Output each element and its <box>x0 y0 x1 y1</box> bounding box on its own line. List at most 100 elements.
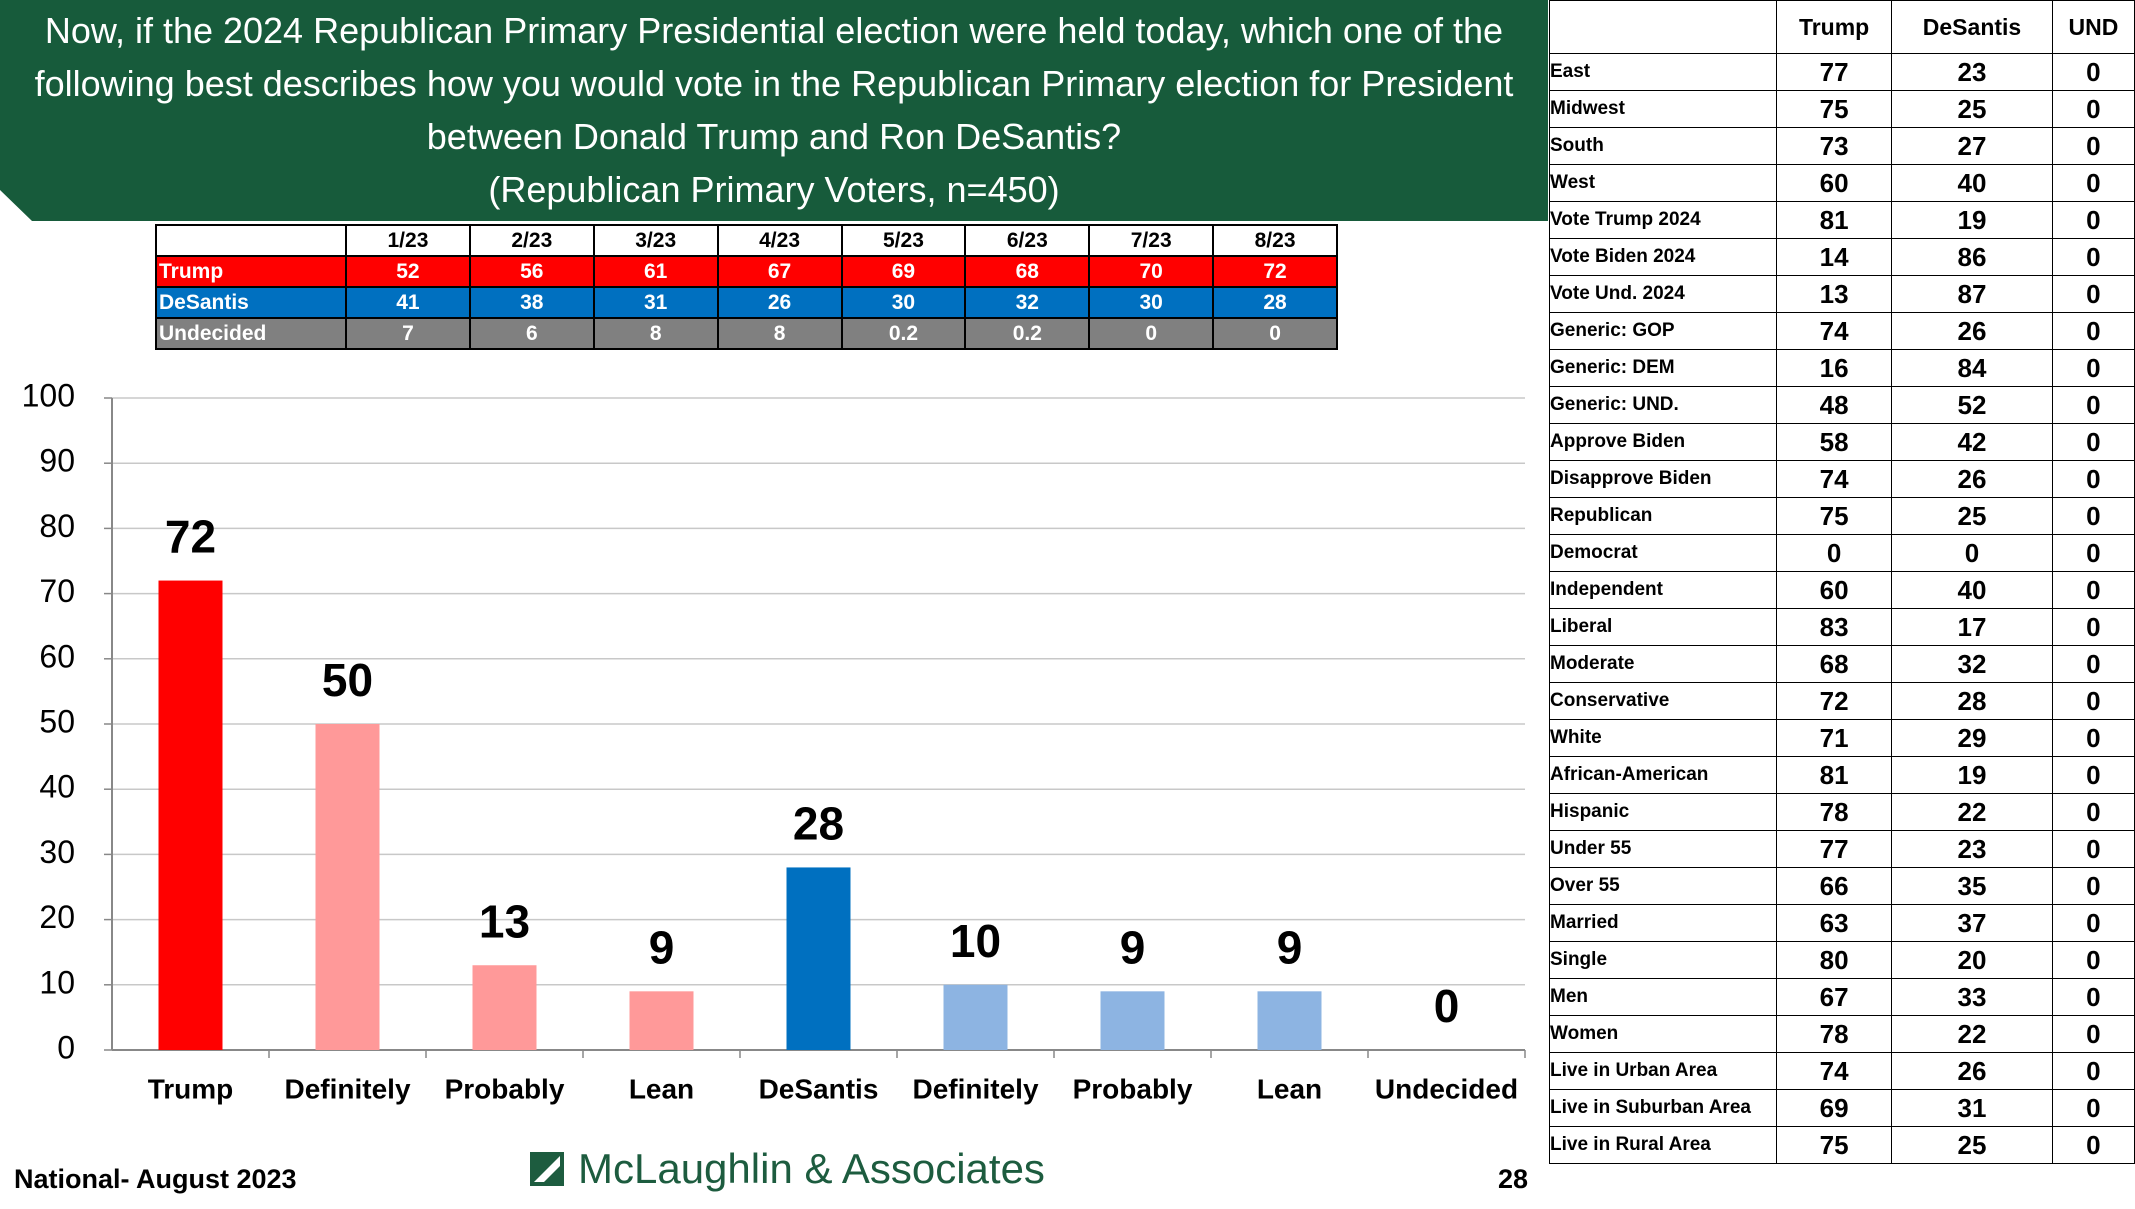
cell: 0 <box>2051 275 2135 313</box>
row-label: Conservative <box>1549 682 1777 720</box>
logo-icon <box>530 1152 564 1186</box>
cell: 70 <box>1088 255 1215 288</box>
cell: 38 <box>468 286 595 319</box>
cell: 0 <box>2051 682 2135 720</box>
trend-row: Undecided 7 6 8 8 0.2 0.2 0 0 <box>155 317 1338 350</box>
crosstab-row: Men 67 33 0 <box>1549 978 2135 1016</box>
cell: 27 <box>1891 127 2053 165</box>
trend-table: 1/23 2/23 3/23 4/23 5/23 6/23 7/23 8/23 Trump 52 5… <box>155 224 1338 350</box>
cell: 26 <box>716 286 843 319</box>
x-tick-label: Lean <box>629 1073 694 1104</box>
y-tick-label: 20 <box>39 899 75 935</box>
x-tick-label: Definitely <box>912 1073 1038 1104</box>
cell: 0 <box>2051 571 2135 609</box>
crosstab-row: Independent 60 40 0 <box>1549 571 2135 609</box>
cell: 19 <box>1891 756 2053 794</box>
column-header: 4/23 <box>716 224 843 257</box>
cell: 42 <box>1891 423 2053 461</box>
crosstab-table: Trump DeSantis UND East 77 23 0 Midwest 75 25 0 Sou… <box>1549 0 2135 1164</box>
row-label: White <box>1549 719 1777 757</box>
cell: 75 <box>1775 1126 1893 1164</box>
y-tick-label: 70 <box>39 573 75 609</box>
cell: 0 <box>1891 534 2053 572</box>
cell: 0 <box>2051 1015 2135 1053</box>
cell: 26 <box>1891 1052 2053 1090</box>
cell: 28 <box>1891 682 2053 720</box>
row-label: Single <box>1549 941 1777 979</box>
crosstab-row: Live in Rural Area 75 25 0 <box>1549 1126 2135 1164</box>
row-label: Generic: UND. <box>1549 386 1777 424</box>
cell: 48 <box>1775 386 1893 424</box>
row-label: Moderate <box>1549 645 1777 683</box>
trend-row: DeSantis 41 38 31 26 30 32 30 28 <box>155 286 1338 319</box>
row-label: Live in Suburban Area <box>1549 1089 1777 1127</box>
cell: 61 <box>592 255 719 288</box>
cell: 0 <box>2051 201 2135 239</box>
cell: 0.2 <box>840 317 967 350</box>
crosstab-row: Moderate 68 32 0 <box>1549 645 2135 683</box>
y-tick-label: 90 <box>39 443 75 479</box>
cell: 74 <box>1775 460 1893 498</box>
cell: 60 <box>1775 571 1893 609</box>
cell: 60 <box>1775 164 1893 202</box>
cell: 0 <box>2051 1126 2135 1164</box>
crosstab-row: African-American 81 19 0 <box>1549 756 2135 794</box>
crosstab-row: Generic: UND. 48 52 0 <box>1549 386 2135 424</box>
column-header: Trump <box>1775 0 1893 54</box>
x-tick-label: Probably <box>1073 1073 1193 1104</box>
header-row: 1/23 2/23 3/23 4/23 5/23 6/23 7/23 8/23 <box>155 224 1338 257</box>
cell: 0.2 <box>964 317 1091 350</box>
cell: 84 <box>1891 349 2053 387</box>
column-header: 8/23 <box>1212 224 1338 257</box>
row-label: Vote Biden 2024 <box>1549 238 1777 276</box>
crosstab-row: Conservative 72 28 0 <box>1549 682 2135 720</box>
y-tick-label: 80 <box>39 508 75 544</box>
crosstab-row: Under 55 77 23 0 <box>1549 830 2135 868</box>
cell: 0 <box>2051 1089 2135 1127</box>
cell: 0 <box>1212 317 1338 350</box>
crosstab-row: Married 63 37 0 <box>1549 904 2135 942</box>
cell: 29 <box>1891 719 2053 757</box>
cell: 33 <box>1891 978 2053 1016</box>
cell: 0 <box>2051 756 2135 794</box>
row-label: Liberal <box>1549 608 1777 646</box>
crosstab-row: Over 55 66 35 0 <box>1549 867 2135 905</box>
bar <box>786 867 851 1050</box>
row-label: West <box>1549 164 1777 202</box>
row-label: Live in Urban Area <box>1549 1052 1777 1090</box>
cell: 0 <box>1088 317 1215 350</box>
cell: 25 <box>1891 1126 2053 1164</box>
cell: 75 <box>1775 90 1893 128</box>
y-tick-label: 0 <box>57 1029 75 1065</box>
cell: 0 <box>2051 608 2135 646</box>
cell: 0 <box>2051 497 2135 535</box>
crosstab-row: Vote Trump 2024 81 19 0 <box>1549 201 2135 239</box>
bar <box>158 580 223 1050</box>
bar <box>943 984 1008 1050</box>
cell: 0 <box>2051 941 2135 979</box>
row-label: Republican <box>1549 497 1777 535</box>
cell: 0 <box>1775 534 1893 572</box>
crosstab-row: East 77 23 0 <box>1549 53 2135 91</box>
value-label: 9 <box>1277 921 1303 973</box>
cell: 0 <box>2051 90 2135 128</box>
crosstab-row: Live in Suburban Area 69 31 0 <box>1549 1089 2135 1127</box>
cell: 0 <box>2051 534 2135 572</box>
x-tick-label: Trump <box>148 1073 234 1104</box>
value-label: 72 <box>165 511 216 563</box>
row-label: Democrat <box>1549 534 1777 572</box>
crosstab-row: White 71 29 0 <box>1549 719 2135 757</box>
corner-cell <box>1549 0 1777 54</box>
cell: 32 <box>964 286 1091 319</box>
cell: 0 <box>2051 349 2135 387</box>
corner-cell <box>155 224 347 257</box>
cell: 0 <box>2051 312 2135 350</box>
cell: 0 <box>2051 164 2135 202</box>
cell: 0 <box>2051 238 2135 276</box>
cell: 78 <box>1775 793 1893 831</box>
row-label: Married <box>1549 904 1777 942</box>
value-label: 50 <box>322 654 373 706</box>
row-label: Midwest <box>1549 90 1777 128</box>
cell: 73 <box>1775 127 1893 165</box>
chart-title: Now, if the 2024 Republican Primary Pres… <box>34 10 1514 157</box>
